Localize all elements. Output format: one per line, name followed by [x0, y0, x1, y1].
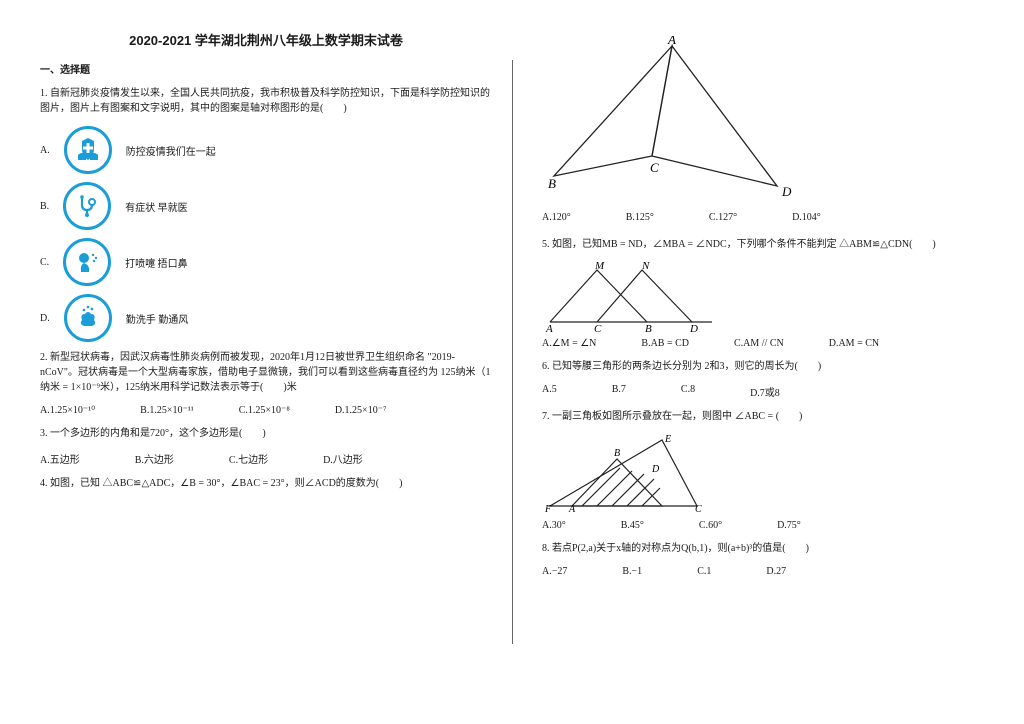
q1-stem: 1. 自新冠肺炎疫情发生以来，全国人民共同抗疫，我市积极普及科学防控知识，下面是…	[40, 88, 490, 114]
svg-text:C: C	[650, 160, 659, 175]
q3-optC: C.七边形	[229, 451, 268, 466]
q8-optB: B.−1	[622, 566, 642, 577]
left-column: 2020-2021 学年湖北荆州八年级上数学期末试卷 一、选择题 1. 自新冠肺…	[0, 0, 512, 724]
q1-optB-text: 有症状 早就医	[125, 199, 188, 214]
svg-text:D: D	[781, 184, 792, 199]
svg-text:D: D	[651, 464, 660, 475]
q1-optA-text: 防控疫情我们在一起	[126, 143, 216, 158]
svg-text:N: N	[641, 262, 650, 272]
q5-optA: A.∠M = ∠N	[542, 338, 596, 349]
q3-options: A.五边形 B.六边形 C.七边形 D.八边形	[40, 451, 492, 466]
q6-optD: D.7或8	[750, 384, 780, 399]
q6-optC: C.8	[681, 384, 695, 399]
q7-optD: D.75°	[777, 520, 801, 531]
q1-optA-label: A.	[40, 145, 50, 156]
q7-optC: C.60°	[699, 520, 722, 531]
q4-stem: 4. 如图，已知 △ABC≌△ADC，∠B = 30°，∠BAC = 23°，则…	[40, 478, 402, 489]
q8-optC: C.1	[697, 566, 711, 577]
question-3: 3. 一个多边形的内角和是720°，这个多边形是( )	[40, 426, 492, 441]
q7-optA: A.30°	[542, 520, 566, 531]
q3-optB: B.六边形	[135, 451, 174, 466]
q1-optC-label: C.	[40, 257, 49, 268]
question-8: 8. 若点P(2,a)关于x轴的对称点为Q(b,1)，则(a+b)³的值是( )	[542, 541, 984, 556]
q2-optA: A.1.25×10⁻¹⁰	[40, 405, 95, 416]
stethoscope-icon	[63, 182, 111, 230]
q2-optC: C.1.25×10⁻⁸	[239, 405, 290, 416]
q6-optA: A.5	[542, 384, 557, 399]
q4-optD: D.104°	[792, 212, 821, 223]
q3-optA: A.五边形	[40, 451, 80, 466]
q1-option-B: B. 有症状 早就医	[40, 182, 492, 230]
q5-optC: C.AM // CN	[734, 338, 784, 349]
svg-text:B: B	[614, 448, 620, 459]
section-heading: 一、选择题	[40, 61, 492, 76]
q5-optD: D.AM = CN	[829, 338, 879, 349]
q8-optD: D.27	[766, 566, 786, 577]
q5-stem: 5. 如图，已知MB = ND，∠MBA = ∠NDC，下列哪个条件不能判定 △…	[542, 239, 936, 250]
q8-stem: 8. 若点P(2,a)关于x轴的对称点为Q(b,1)，则(a+b)³的值是( )	[542, 543, 809, 554]
svg-text:C: C	[695, 504, 702, 514]
q1-option-C: C. 打喷嚏 捂口鼻	[40, 238, 492, 286]
svg-text:B: B	[548, 176, 556, 191]
q4-figure: A B C D	[542, 36, 984, 206]
q2-options: A.1.25×10⁻¹⁰ B.1.25×10⁻¹¹ C.1.25×10⁻⁸ D.…	[40, 405, 492, 416]
question-4: 4. 如图，已知 △ABC≌△ADC，∠B = 30°，∠BAC = 23°，则…	[40, 476, 492, 491]
exam-page: 2020-2021 学年湖北荆州八年级上数学期末试卷 一、选择题 1. 自新冠肺…	[0, 0, 1024, 724]
q7-optB: B.45°	[621, 520, 644, 531]
svg-text:C: C	[594, 323, 602, 332]
q6-optB: B.7	[612, 384, 626, 399]
q2-stem: 2. 新型冠状病毒，因武汉病毒性肺炎病例而被发现，2020年1月12日被世界卫生…	[40, 352, 490, 393]
q6-stem: 6. 已知等腰三角形的两条边长分别为 2和3，则它的周长为( )	[542, 361, 821, 372]
q1-option-A: A. 防控疫情我们在一起	[40, 126, 492, 174]
right-column: A B C D A.120° B.125° C.127° D.104° 5. 如…	[512, 0, 1024, 724]
q1-optD-label: D.	[40, 313, 50, 324]
q1-option-D: D. 勤洗手 勤通风	[40, 294, 492, 342]
q4-optB: B.125°	[626, 212, 654, 223]
q5-figure: M N A C B D	[542, 262, 984, 332]
q7-options: A.30° B.45° C.60° D.75°	[542, 520, 984, 531]
q2-optB: B.1.25×10⁻¹¹	[140, 405, 194, 416]
question-1: 1. 自新冠肺炎疫情发生以来，全国人民共同抗疫，我市积极普及科学防控知识，下面是…	[40, 86, 492, 116]
svg-text:F: F	[544, 504, 552, 514]
q1-optB-label: B.	[40, 201, 49, 212]
q2-optD: D.1.25×10⁻⁷	[335, 405, 387, 416]
q4-optC: C.127°	[709, 212, 737, 223]
question-2: 2. 新型冠状病毒，因武汉病毒性肺炎病例而被发现，2020年1月12日被世界卫生…	[40, 350, 492, 395]
q8-optA: A.−27	[542, 566, 567, 577]
q8-options: A.−27 B.−1 C.1 D.27	[542, 566, 984, 577]
svg-text:A: A	[545, 323, 553, 332]
page-title: 2020-2021 学年湖北荆州八年级上数学期末试卷	[40, 30, 492, 49]
q3-stem: 3. 一个多边形的内角和是720°，这个多边形是( )	[40, 428, 266, 439]
svg-text:E: E	[664, 434, 671, 445]
q7-stem: 7. 一副三角板如图所示叠放在一起，则图中 ∠ABC = ( )	[542, 411, 802, 422]
sneeze-icon	[63, 238, 111, 286]
question-5: 5. 如图，已知MB = ND，∠MBA = ∠NDC，下列哪个条件不能判定 △…	[542, 237, 984, 252]
q4-options: A.120° B.125° C.127° D.104°	[542, 212, 984, 223]
svg-text:A: A	[667, 36, 676, 47]
q5-optB: B.AB = CD	[641, 338, 689, 349]
svg-text:B: B	[645, 323, 652, 332]
question-7: 7. 一副三角板如图所示叠放在一起，则图中 ∠ABC = ( )	[542, 409, 984, 424]
wash-hands-icon	[64, 294, 112, 342]
q6-options: A.5 B.7 C.8 D.7或8	[542, 384, 984, 399]
svg-text:A: A	[568, 504, 576, 514]
question-6: 6. 已知等腰三角形的两条边长分别为 2和3，则它的周长为( )	[542, 359, 984, 374]
q1-optC-text: 打喷嚏 捂口鼻	[125, 255, 188, 270]
column-divider	[512, 60, 513, 644]
q5-options: A.∠M = ∠N B.AB = CD C.AM // CN D.AM = CN	[542, 338, 984, 349]
svg-text:D: D	[689, 323, 698, 332]
q4-optA: A.120°	[542, 212, 571, 223]
svg-text:M: M	[594, 262, 605, 272]
q3-optD: D.八边形	[323, 451, 363, 466]
q1-optD-text: 勤洗手 勤通风	[126, 311, 189, 326]
q7-figure: F A C B E D	[542, 434, 984, 514]
hands-shield-icon	[64, 126, 112, 174]
